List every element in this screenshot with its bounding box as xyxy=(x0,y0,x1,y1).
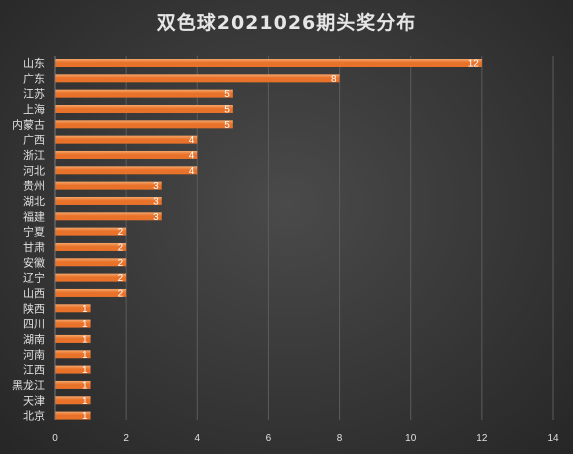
category-label: 陕西 xyxy=(23,301,45,315)
x-tick-label-4: 4 xyxy=(195,433,201,444)
x-tick-label-14: 14 xyxy=(547,433,559,444)
category-label: 江苏 xyxy=(23,88,45,101)
data-label: 1 xyxy=(82,411,88,422)
bar-广东 xyxy=(55,74,340,83)
data-label: 2 xyxy=(118,227,124,238)
data-label: 5 xyxy=(224,120,230,131)
data-label: 2 xyxy=(118,273,124,284)
bar-湖南 xyxy=(55,334,91,343)
category-label: 北京 xyxy=(23,409,45,423)
category-label: 浙江 xyxy=(23,149,45,162)
category-label: 山西 xyxy=(23,287,45,300)
data-label: 4 xyxy=(189,135,195,146)
category-labels: 山东广东江苏上海内蒙古广西浙江河北贵州湖北福建宁夏甘肃安徽辽宁山西陕西四川湖南河… xyxy=(12,57,45,423)
category-label: 江西 xyxy=(23,364,45,377)
category-label: 天津 xyxy=(23,394,45,407)
bar-河北 xyxy=(55,166,198,175)
category-label: 黑龙江 xyxy=(12,379,45,392)
category-label: 安徽 xyxy=(23,255,45,269)
data-label: 4 xyxy=(189,150,195,161)
data-label: 8 xyxy=(331,74,337,85)
data-label: 2 xyxy=(118,258,124,269)
data-label: 3 xyxy=(153,212,159,223)
bar-安徽 xyxy=(55,258,127,267)
bar-北京 xyxy=(55,411,91,420)
data-label: 1 xyxy=(82,396,88,407)
bar-四川 xyxy=(55,319,91,328)
category-label: 福建 xyxy=(23,209,45,223)
category-label: 上海 xyxy=(23,102,45,116)
data-label: 3 xyxy=(153,181,159,192)
data-label: 2 xyxy=(118,288,124,299)
category-label: 山东 xyxy=(23,57,45,70)
category-label: 甘肃 xyxy=(23,241,45,254)
category-label: 四川 xyxy=(23,318,45,331)
data-label: 5 xyxy=(224,89,230,100)
category-label: 广东 xyxy=(23,72,45,85)
data-label: 1 xyxy=(82,365,88,376)
bar-陕西 xyxy=(55,304,91,313)
data-label: 12 xyxy=(468,59,480,70)
x-tick-label-8: 8 xyxy=(337,433,343,444)
bar-广西 xyxy=(55,135,198,144)
data-label: 1 xyxy=(82,304,88,315)
category-label: 内蒙古 xyxy=(12,117,45,131)
chart-title: 双色球2021026期头奖分布 xyxy=(156,12,417,34)
data-labels: 12 8 5 5 5 4 4 4 3 3 3 2 2 2 2 2 1 1 1 1 1 1 1 1 xyxy=(82,59,479,423)
bar-上海 xyxy=(55,104,233,113)
x-tick-label-6: 6 xyxy=(266,433,272,444)
bar-浙江 xyxy=(55,150,198,159)
bars xyxy=(55,59,482,420)
bar-湖北 xyxy=(55,196,162,205)
data-label: 3 xyxy=(153,196,159,207)
bar-山西 xyxy=(55,288,127,297)
bar-甘肃 xyxy=(55,242,127,251)
category-label: 河南 xyxy=(23,348,45,361)
category-label: 贵州 xyxy=(23,180,45,193)
x-tick-label-2: 2 xyxy=(123,433,129,444)
bar-江西 xyxy=(55,365,91,374)
bar-辽宁 xyxy=(55,273,127,282)
grid-lines xyxy=(54,56,554,420)
x-axis-tick-labels: 0 2 4 6 8 10 12 14 xyxy=(52,433,559,444)
data-label: 1 xyxy=(82,350,88,361)
category-label: 辽宁 xyxy=(23,271,45,285)
bar-山东 xyxy=(55,59,482,67)
bar-贵州 xyxy=(55,181,162,190)
data-label: 1 xyxy=(82,319,88,330)
data-label: 1 xyxy=(82,334,88,345)
data-label: 2 xyxy=(118,242,124,253)
category-label: 湖南 xyxy=(23,333,45,346)
bar-黑龙江 xyxy=(55,380,91,389)
bar-福建 xyxy=(55,212,162,221)
data-label: 1 xyxy=(82,380,88,391)
bar-内蒙古 xyxy=(55,120,233,129)
data-label: 5 xyxy=(224,104,230,115)
bar-江苏 xyxy=(55,89,233,98)
x-tick-label-12: 12 xyxy=(476,433,488,444)
category-label: 广西 xyxy=(23,134,45,147)
x-tick-label-0: 0 xyxy=(52,433,58,444)
category-label: 宁夏 xyxy=(23,225,45,239)
category-label: 湖北 xyxy=(23,195,45,208)
bar-天津 xyxy=(55,396,91,405)
x-tick-label-10: 10 xyxy=(405,433,417,444)
bar-宁夏 xyxy=(55,227,127,236)
bar-河南 xyxy=(55,350,91,359)
category-label: 河北 xyxy=(23,164,45,177)
data-label: 4 xyxy=(189,166,195,177)
